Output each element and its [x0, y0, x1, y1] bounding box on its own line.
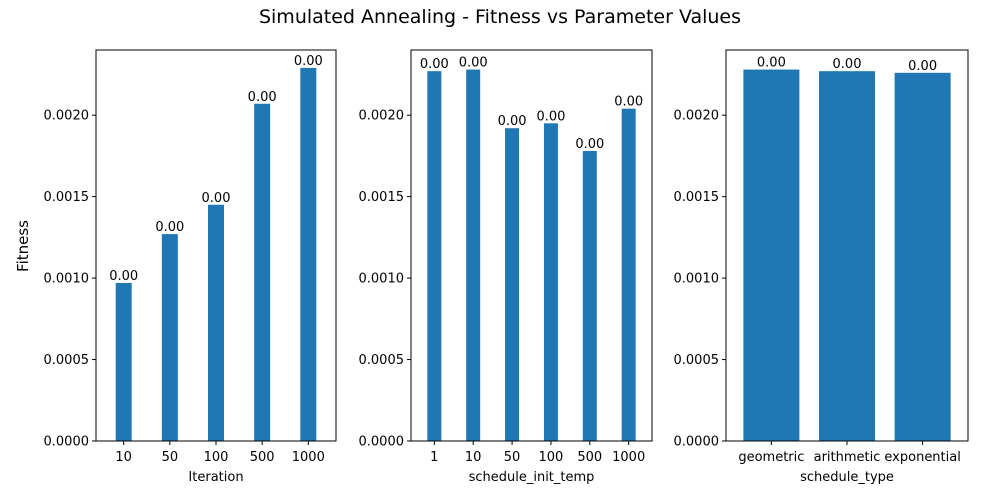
x-tick-label-3-arithmetic: arithmetic	[814, 450, 881, 465]
y-tick-label-1-4: 0.0020	[44, 109, 90, 124]
figure-title: Simulated Annealing - Fitness vs Paramet…	[258, 6, 742, 28]
y-tick-label-2-2: 0.0010	[359, 272, 405, 287]
y-tick-label-3-2: 0.0010	[674, 272, 720, 287]
data-label-2-500: 0.00	[575, 137, 604, 152]
data-label-1-50: 0.00	[155, 220, 184, 235]
x-tick-label-3-geometric: geometric	[738, 450, 804, 465]
x-tick-label-2-50: 50	[504, 450, 521, 465]
bar-2-1	[427, 71, 442, 441]
bar-3-exponential	[894, 72, 951, 441]
bar-3-arithmetic	[819, 71, 875, 441]
x-axis-label-3: schedule_type	[800, 470, 894, 485]
x-axis-label-1: Iteration	[188, 470, 243, 485]
y-tick-label-2-3: 0.0015	[359, 190, 405, 205]
x-tick-label-1-500: 500	[250, 450, 275, 465]
axes-frame-2	[410, 49, 653, 442]
data-label-1-500: 0.00	[248, 90, 277, 105]
bar-2-100	[543, 123, 558, 441]
axes-frame-3	[725, 49, 969, 442]
x-tick-label-2-500: 500	[577, 450, 602, 465]
y-tick-label-3-1: 0.0005	[674, 353, 720, 368]
x-tick-label-2-100: 100	[539, 450, 564, 465]
data-label-2-10: 0.00	[459, 56, 488, 71]
data-label-3-geometric: 0.00	[757, 56, 786, 71]
x-tick-label-3-exponential: exponential	[884, 450, 960, 465]
x-tick-label-2-10: 10	[465, 450, 482, 465]
data-label-2-100: 0.00	[536, 109, 565, 124]
y-tick-label-3-4: 0.0020	[674, 109, 720, 124]
x-tick-label-1-100: 100	[204, 450, 229, 465]
bar-1-500	[254, 103, 271, 441]
data-label-1-10: 0.00	[109, 269, 138, 284]
bar-2-1000	[621, 108, 636, 442]
x-tick-label-1-1000: 1000	[292, 450, 325, 465]
y-tick-label-2-1: 0.0005	[359, 353, 405, 368]
x-tick-label-2-1000: 1000	[612, 450, 645, 465]
bar-1-10	[115, 282, 132, 441]
x-tick-label-1-10: 10	[115, 450, 132, 465]
data-label-3-exponential: 0.00	[908, 59, 937, 74]
bar-2-50	[505, 128, 520, 441]
y-tick-label-2-4: 0.0020	[359, 109, 405, 124]
y-tick-label-3-3: 0.0015	[674, 190, 720, 205]
x-tick-label-1-50: 50	[162, 450, 179, 465]
bar-2-500	[582, 151, 597, 441]
y-tick-label-1-2: 0.0010	[44, 272, 90, 287]
bar-1-100	[208, 204, 224, 441]
bar-1-50	[161, 234, 178, 441]
data-label-2-1000: 0.00	[614, 95, 643, 110]
data-label-1-1000: 0.00	[294, 54, 323, 69]
x-tick-label-2-1: 1	[430, 450, 438, 465]
bar-3-geometric	[743, 69, 800, 442]
y-axis-label: Fitness	[14, 220, 32, 272]
y-tick-label-2-0: 0.0000	[359, 435, 405, 450]
data-label-2-50: 0.00	[498, 114, 527, 129]
y-tick-label-3-0: 0.0000	[674, 435, 720, 450]
bar-1-1000	[300, 67, 317, 441]
data-label-2-1: 0.00	[420, 57, 449, 72]
data-label-3-arithmetic: 0.00	[833, 57, 862, 72]
data-label-1-100: 0.00	[202, 191, 231, 206]
y-tick-label-1-3: 0.0015	[44, 190, 90, 205]
bar-2-10	[466, 69, 481, 442]
axes-frame-1	[95, 49, 337, 442]
y-tick-label-1-0: 0.0000	[44, 435, 90, 450]
y-tick-label-1-1: 0.0005	[44, 353, 90, 368]
x-axis-label-2: schedule_init_temp	[469, 470, 595, 485]
